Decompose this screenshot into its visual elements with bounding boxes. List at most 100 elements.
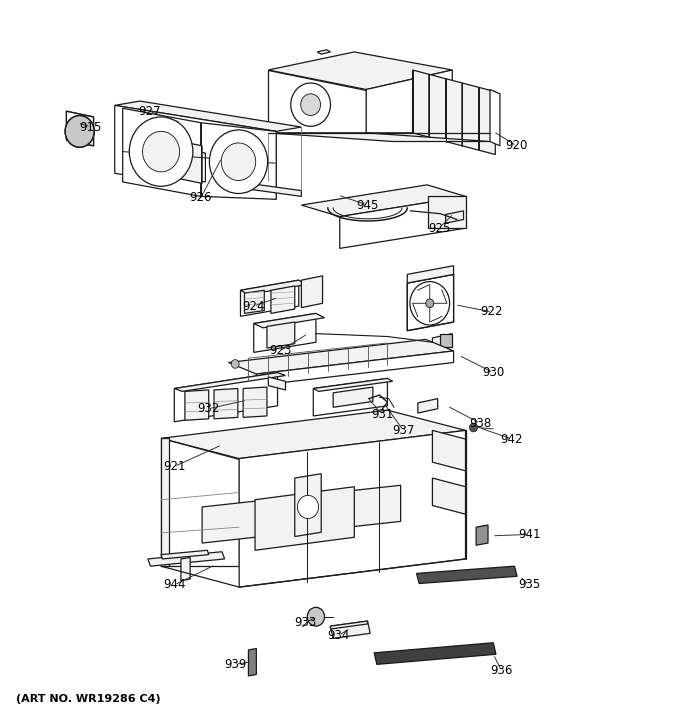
Text: 920: 920: [505, 139, 528, 152]
Polygon shape: [429, 75, 445, 141]
Polygon shape: [174, 373, 277, 422]
Text: 924: 924: [243, 299, 265, 312]
Text: 942: 942: [500, 433, 523, 446]
Text: 930: 930: [482, 366, 505, 379]
Polygon shape: [202, 485, 401, 543]
Polygon shape: [174, 373, 286, 392]
Polygon shape: [367, 70, 452, 133]
Polygon shape: [248, 648, 256, 676]
Circle shape: [65, 115, 95, 147]
Polygon shape: [243, 387, 267, 418]
Polygon shape: [254, 313, 316, 352]
Polygon shape: [254, 313, 324, 328]
Polygon shape: [313, 378, 393, 392]
Polygon shape: [418, 399, 438, 413]
Circle shape: [231, 360, 239, 368]
Polygon shape: [476, 525, 488, 545]
Polygon shape: [161, 439, 239, 566]
Polygon shape: [181, 558, 190, 581]
Text: 921: 921: [163, 460, 186, 473]
Text: 927: 927: [138, 104, 160, 117]
Text: 935: 935: [518, 579, 540, 592]
Text: 915: 915: [80, 120, 102, 133]
Polygon shape: [445, 211, 464, 223]
Polygon shape: [269, 377, 286, 390]
Text: 936: 936: [490, 663, 513, 676]
Polygon shape: [239, 182, 301, 196]
Text: 941: 941: [517, 528, 541, 541]
Circle shape: [426, 299, 434, 307]
Polygon shape: [374, 643, 496, 664]
Polygon shape: [161, 550, 209, 559]
Polygon shape: [161, 439, 169, 566]
Circle shape: [209, 130, 268, 194]
Polygon shape: [340, 196, 466, 249]
Circle shape: [297, 495, 318, 518]
Polygon shape: [269, 70, 367, 133]
Polygon shape: [428, 196, 466, 228]
Text: 925: 925: [428, 222, 450, 235]
Polygon shape: [417, 566, 517, 584]
Polygon shape: [115, 101, 301, 131]
Circle shape: [291, 83, 330, 126]
Polygon shape: [445, 79, 462, 146]
Polygon shape: [333, 387, 373, 407]
Polygon shape: [161, 410, 466, 458]
Polygon shape: [269, 52, 452, 89]
Polygon shape: [407, 274, 454, 331]
Text: 923: 923: [269, 344, 291, 357]
Polygon shape: [241, 280, 299, 316]
Polygon shape: [241, 280, 307, 294]
Polygon shape: [313, 378, 388, 416]
Polygon shape: [244, 290, 265, 313]
Polygon shape: [330, 621, 368, 629]
Circle shape: [469, 423, 477, 432]
Polygon shape: [185, 390, 209, 420]
Polygon shape: [301, 276, 322, 307]
Polygon shape: [432, 334, 452, 351]
Circle shape: [307, 608, 324, 626]
Polygon shape: [201, 123, 276, 199]
Polygon shape: [271, 286, 294, 313]
Text: 933: 933: [294, 616, 316, 629]
Polygon shape: [413, 70, 429, 137]
Polygon shape: [330, 621, 370, 639]
Polygon shape: [115, 105, 276, 199]
Polygon shape: [432, 478, 466, 514]
Text: 926: 926: [190, 191, 212, 204]
Polygon shape: [267, 322, 294, 348]
Circle shape: [410, 281, 449, 325]
Polygon shape: [294, 473, 321, 536]
Polygon shape: [479, 87, 495, 154]
Text: 922: 922: [481, 305, 503, 318]
Text: 944: 944: [163, 579, 186, 592]
Polygon shape: [122, 108, 201, 196]
Polygon shape: [462, 83, 479, 150]
Circle shape: [221, 143, 256, 181]
Text: (ART NO. WR19286 C4): (ART NO. WR19286 C4): [16, 694, 160, 704]
Circle shape: [301, 94, 320, 115]
Text: 939: 939: [224, 658, 246, 671]
Text: 932: 932: [197, 402, 220, 415]
Polygon shape: [214, 389, 238, 419]
Polygon shape: [239, 431, 466, 587]
Polygon shape: [181, 141, 202, 183]
Polygon shape: [301, 185, 466, 217]
Polygon shape: [255, 486, 354, 550]
Circle shape: [143, 131, 180, 172]
Polygon shape: [407, 266, 454, 283]
Polygon shape: [318, 50, 330, 54]
Polygon shape: [432, 431, 466, 471]
Polygon shape: [256, 351, 454, 386]
Text: 945: 945: [356, 199, 379, 212]
Polygon shape: [147, 135, 177, 171]
Polygon shape: [148, 552, 224, 566]
Text: 934: 934: [327, 629, 350, 642]
Polygon shape: [67, 111, 94, 146]
Polygon shape: [228, 339, 454, 374]
Text: 931: 931: [371, 408, 393, 421]
Text: 938: 938: [469, 417, 491, 430]
Polygon shape: [490, 89, 500, 146]
Text: 937: 937: [392, 424, 415, 437]
Polygon shape: [441, 334, 452, 347]
